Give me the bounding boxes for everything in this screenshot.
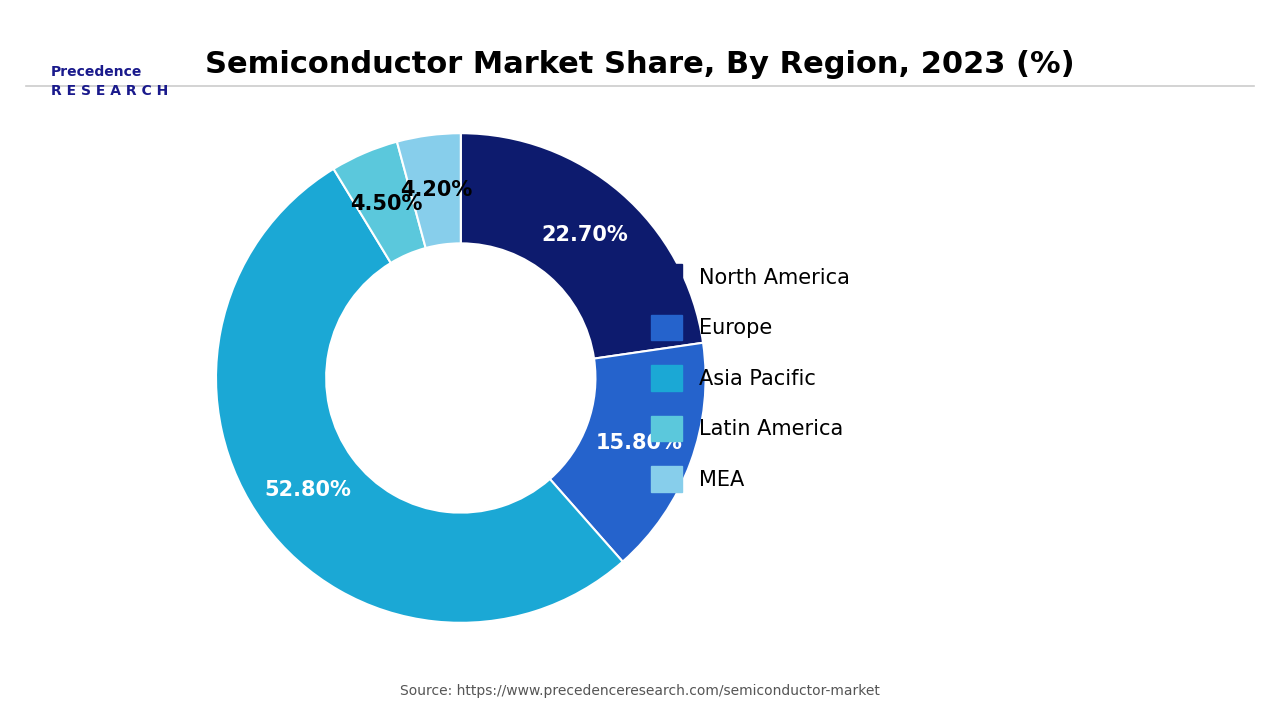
Text: Precedence
R E S E A R C H: Precedence R E S E A R C H [51, 65, 169, 99]
Wedge shape [216, 169, 622, 623]
Text: Source: https://www.precedenceresearch.com/semiconductor-market: Source: https://www.precedenceresearch.c… [401, 685, 879, 698]
Wedge shape [397, 133, 461, 248]
Wedge shape [461, 133, 703, 359]
Legend: North America, Europe, Asia Pacific, Latin America, MEA: North America, Europe, Asia Pacific, Lat… [643, 256, 858, 500]
Text: 52.80%: 52.80% [265, 480, 352, 500]
Wedge shape [334, 142, 426, 263]
Text: Semiconductor Market Share, By Region, 2023 (%): Semiconductor Market Share, By Region, 2… [205, 50, 1075, 79]
Wedge shape [550, 343, 705, 562]
Text: 22.70%: 22.70% [541, 225, 628, 245]
Text: 4.50%: 4.50% [349, 194, 422, 214]
Text: 15.80%: 15.80% [595, 433, 682, 454]
Text: 4.20%: 4.20% [399, 180, 472, 200]
